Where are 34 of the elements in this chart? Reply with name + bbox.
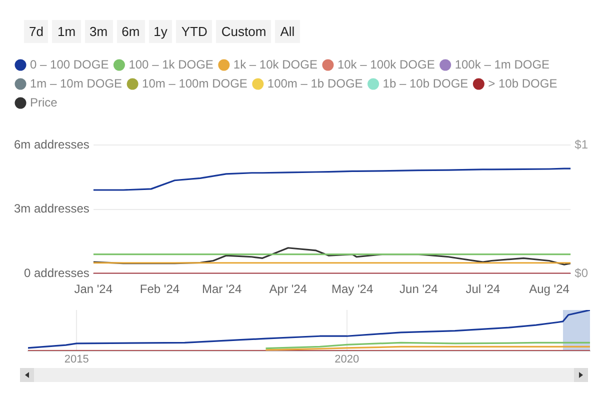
legend-label: > 10b DOGE xyxy=(488,76,558,90)
legend-label: 1k – 10k DOGE xyxy=(233,57,318,72)
legend-label: 100 – 1k DOGE xyxy=(128,57,214,72)
y-tick-label: 0 addresses xyxy=(24,266,90,280)
legend-label: Price xyxy=(30,95,58,110)
text: 1y xyxy=(148,20,172,43)
legend-label: 100m – 1b DOGE xyxy=(267,76,363,90)
text: YTD xyxy=(176,20,212,43)
text: 3m xyxy=(84,20,113,43)
x-tick-label: Jul '24 xyxy=(466,282,500,296)
legend-label: 100k – 1m DOGE xyxy=(454,57,550,72)
legend-label: 10m – 100m DOGE xyxy=(142,76,248,90)
x-tick-label: Mar '24 xyxy=(202,282,242,296)
x-tick-label: 2015 xyxy=(64,353,89,366)
legend-label: 1m – 10m DOGE xyxy=(30,76,122,90)
text: 7d xyxy=(24,20,48,43)
y-tick-label: 3m addresses xyxy=(14,202,90,216)
text: 1m xyxy=(52,20,81,43)
x-tick-label: Aug '24 xyxy=(529,282,570,296)
x-tick-label: Feb '24 xyxy=(140,282,180,296)
y-tick-label: 6m addresses xyxy=(14,137,90,152)
x-tick-label: 2020 xyxy=(334,353,360,366)
text: 6m xyxy=(116,20,145,43)
y2-tick-label: $0 xyxy=(574,266,588,280)
x-tick-label: May '24 xyxy=(332,282,374,296)
x-tick-label: Apr '24 xyxy=(269,282,308,296)
x-tick-label: Jun '24 xyxy=(400,282,438,296)
legend-label: 1b – 10b DOGE xyxy=(382,76,468,90)
legend-label: 10k – 100k DOGE xyxy=(337,57,435,72)
y2-tick-label: $1 xyxy=(574,137,588,152)
text: All xyxy=(275,20,300,43)
x-tick-label: Jan '24 xyxy=(74,282,113,296)
legend-label: 0 – 100 DOGE xyxy=(30,57,109,72)
text: Custom xyxy=(216,20,272,43)
